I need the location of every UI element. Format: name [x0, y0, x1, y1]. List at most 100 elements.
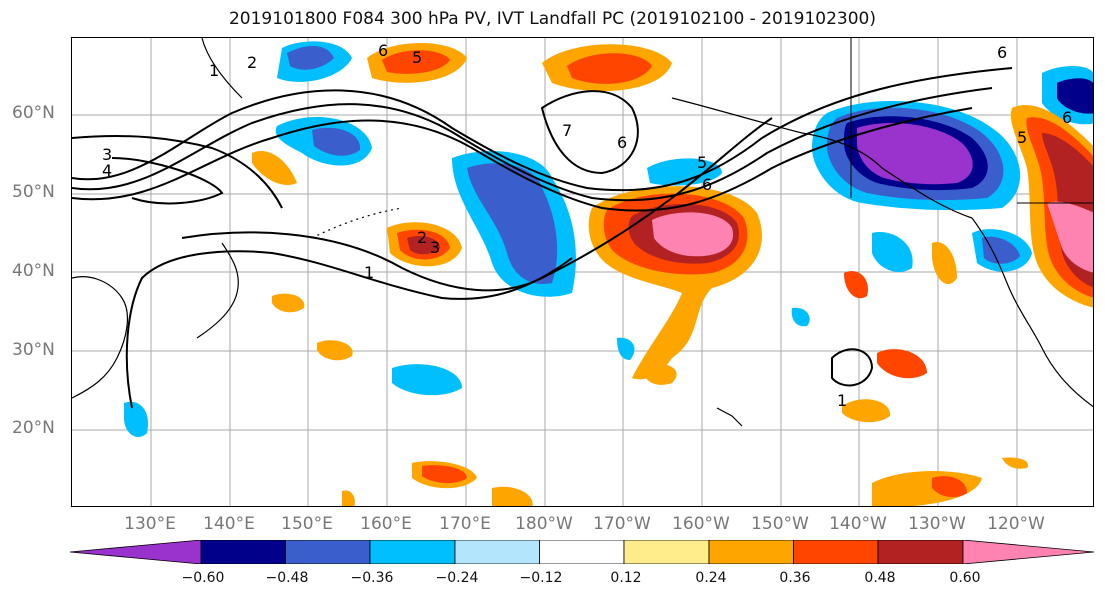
colorbar-arrow-left [70, 540, 202, 564]
colorbar-swatch [369, 540, 456, 564]
lon-label: 170°E [439, 514, 491, 534]
contour-label: 7 [562, 121, 572, 140]
colorbar-tick: −0.60 [181, 570, 225, 586]
contour-label: 3 [102, 145, 112, 164]
pv-contour-6 [111, 157, 224, 205]
aleutian-chain [311, 207, 403, 239]
contour-label: 3 [430, 238, 440, 257]
colorbar-tick: −0.48 [265, 570, 309, 586]
colorbar-tick: 0.48 [864, 570, 896, 586]
lon-label: 120°W [987, 514, 1045, 534]
pv-contour-3 [72, 67, 1013, 192]
pos-blob-mid-dark [407, 236, 440, 255]
pv-contour-8 [831, 348, 874, 387]
pos-blob-s6 [877, 349, 927, 379]
pos-blob-s9 [492, 486, 533, 506]
pos-blob-s7 [842, 399, 891, 423]
contour-label: 6 [617, 133, 627, 152]
pv-contour-7 [540, 90, 639, 175]
pv-contour-9 [72, 135, 283, 209]
contour-label: 5 [1017, 128, 1027, 147]
colorbar-tick: 0.36 [779, 570, 811, 586]
neg-blob-sw [124, 401, 148, 438]
pos-blob-coast-core [1047, 201, 1093, 273]
coast-asia [72, 276, 128, 399]
neg-blob-aleutian-w-core [312, 127, 361, 156]
lon-label: 160°E [360, 514, 412, 534]
colorbar-tick: −0.24 [435, 570, 479, 586]
neg-blob-gulf [647, 158, 722, 186]
pos-blob-s2 [317, 340, 353, 361]
colorbar-swatch [200, 540, 286, 564]
colorbar-tick: −0.36 [350, 570, 394, 586]
lat-label: 30°N [12, 340, 55, 360]
pos-blob-gulf-core [652, 212, 734, 257]
contour-label: 5 [697, 153, 707, 172]
coast-japan [196, 242, 239, 339]
pos-blob-s1 [272, 293, 305, 313]
pos-blob-s11 [1002, 457, 1028, 469]
contour-label: 6 [1062, 108, 1072, 127]
pv-contour-labels: 1 2 3 4 5 6 7 2 3 1 6 5 6 1 6 5 6 [102, 41, 1072, 410]
contour-label: 6 [997, 43, 1007, 62]
colorbar-swatch [623, 540, 710, 564]
colorbar-swatch [793, 540, 879, 564]
neg-blob-calif-core [982, 236, 1020, 264]
neg-blob-south [392, 364, 462, 396]
colorbar-tick: 0.12 [610, 570, 642, 586]
pos-blob-n1-core [382, 50, 450, 74]
pv-contour-5 [125, 250, 573, 409]
colorbar-tick: 0.24 [695, 570, 727, 586]
contour-label: 1 [364, 263, 374, 282]
pos-blob-s8-core [422, 465, 467, 484]
pv-contour-1 [72, 107, 973, 212]
contour-label: 1 [209, 61, 219, 80]
coast-alaska [671, 97, 973, 219]
lon-label: 170°W [593, 514, 651, 534]
lon-label: 160°W [672, 514, 730, 534]
colorbar-swatch [454, 540, 540, 564]
colorbar-swatch [708, 540, 794, 564]
neg-blob-dateline-core [467, 163, 558, 284]
contour-label: 5 [412, 48, 422, 67]
lat-label: 60°N [12, 103, 55, 123]
contour-label: 2 [247, 53, 257, 72]
contour-label: 2 [417, 228, 427, 247]
lon-label: 130°W [908, 514, 966, 534]
pos-blob-n2-core [567, 53, 652, 84]
colorbar-arrow-right [962, 540, 1095, 564]
lon-label: 140°E [203, 514, 255, 534]
contour-label: 6 [702, 175, 712, 194]
map-panel: 1 2 3 4 5 6 7 2 3 1 6 5 6 1 6 5 6 [71, 37, 1094, 507]
pos-blob-s10-core [932, 476, 967, 498]
coastlines [72, 38, 1093, 427]
colorbar-swatch [539, 540, 625, 564]
pos-blob-s3 [642, 363, 677, 385]
neg-blob-small-e [791, 307, 810, 327]
lon-label: 130°E [124, 514, 176, 534]
neg-blob-nw-core [287, 46, 334, 70]
colorbar-tick: 0.60 [949, 570, 981, 586]
pos-blob-w [252, 151, 297, 186]
neg-blob-ne-core [1057, 78, 1093, 114]
ivt-negative-regions [124, 41, 1093, 438]
coast-kamchatka [201, 38, 243, 99]
neg-blob-hawaii-n [617, 337, 635, 360]
ivt-positive-regions [252, 43, 1093, 506]
colorbar [70, 540, 1095, 564]
chart-title: 2019101800 F084 300 hPa PV, IVT Landfall… [228, 9, 876, 29]
neg-blob-bc-core [857, 123, 973, 185]
coast-na-west [971, 217, 1093, 408]
contour-label: 6 [378, 41, 388, 60]
map-canvas: 1 2 3 4 5 6 7 2 3 1 6 5 6 1 6 5 6 [72, 38, 1093, 506]
pos-blob-s12 [342, 490, 355, 506]
lat-label: 50°N [12, 182, 55, 202]
colorbar-tick: −0.12 [519, 570, 563, 586]
lon-label: 150°W [751, 514, 809, 534]
contour-label: 1 [837, 391, 847, 410]
pos-blob-s4 [844, 270, 868, 299]
contour-label: 4 [102, 161, 112, 180]
lat-label: 40°N [12, 261, 55, 281]
pv-contour-2 [72, 87, 993, 202]
neg-blob-mid-e [872, 232, 913, 273]
